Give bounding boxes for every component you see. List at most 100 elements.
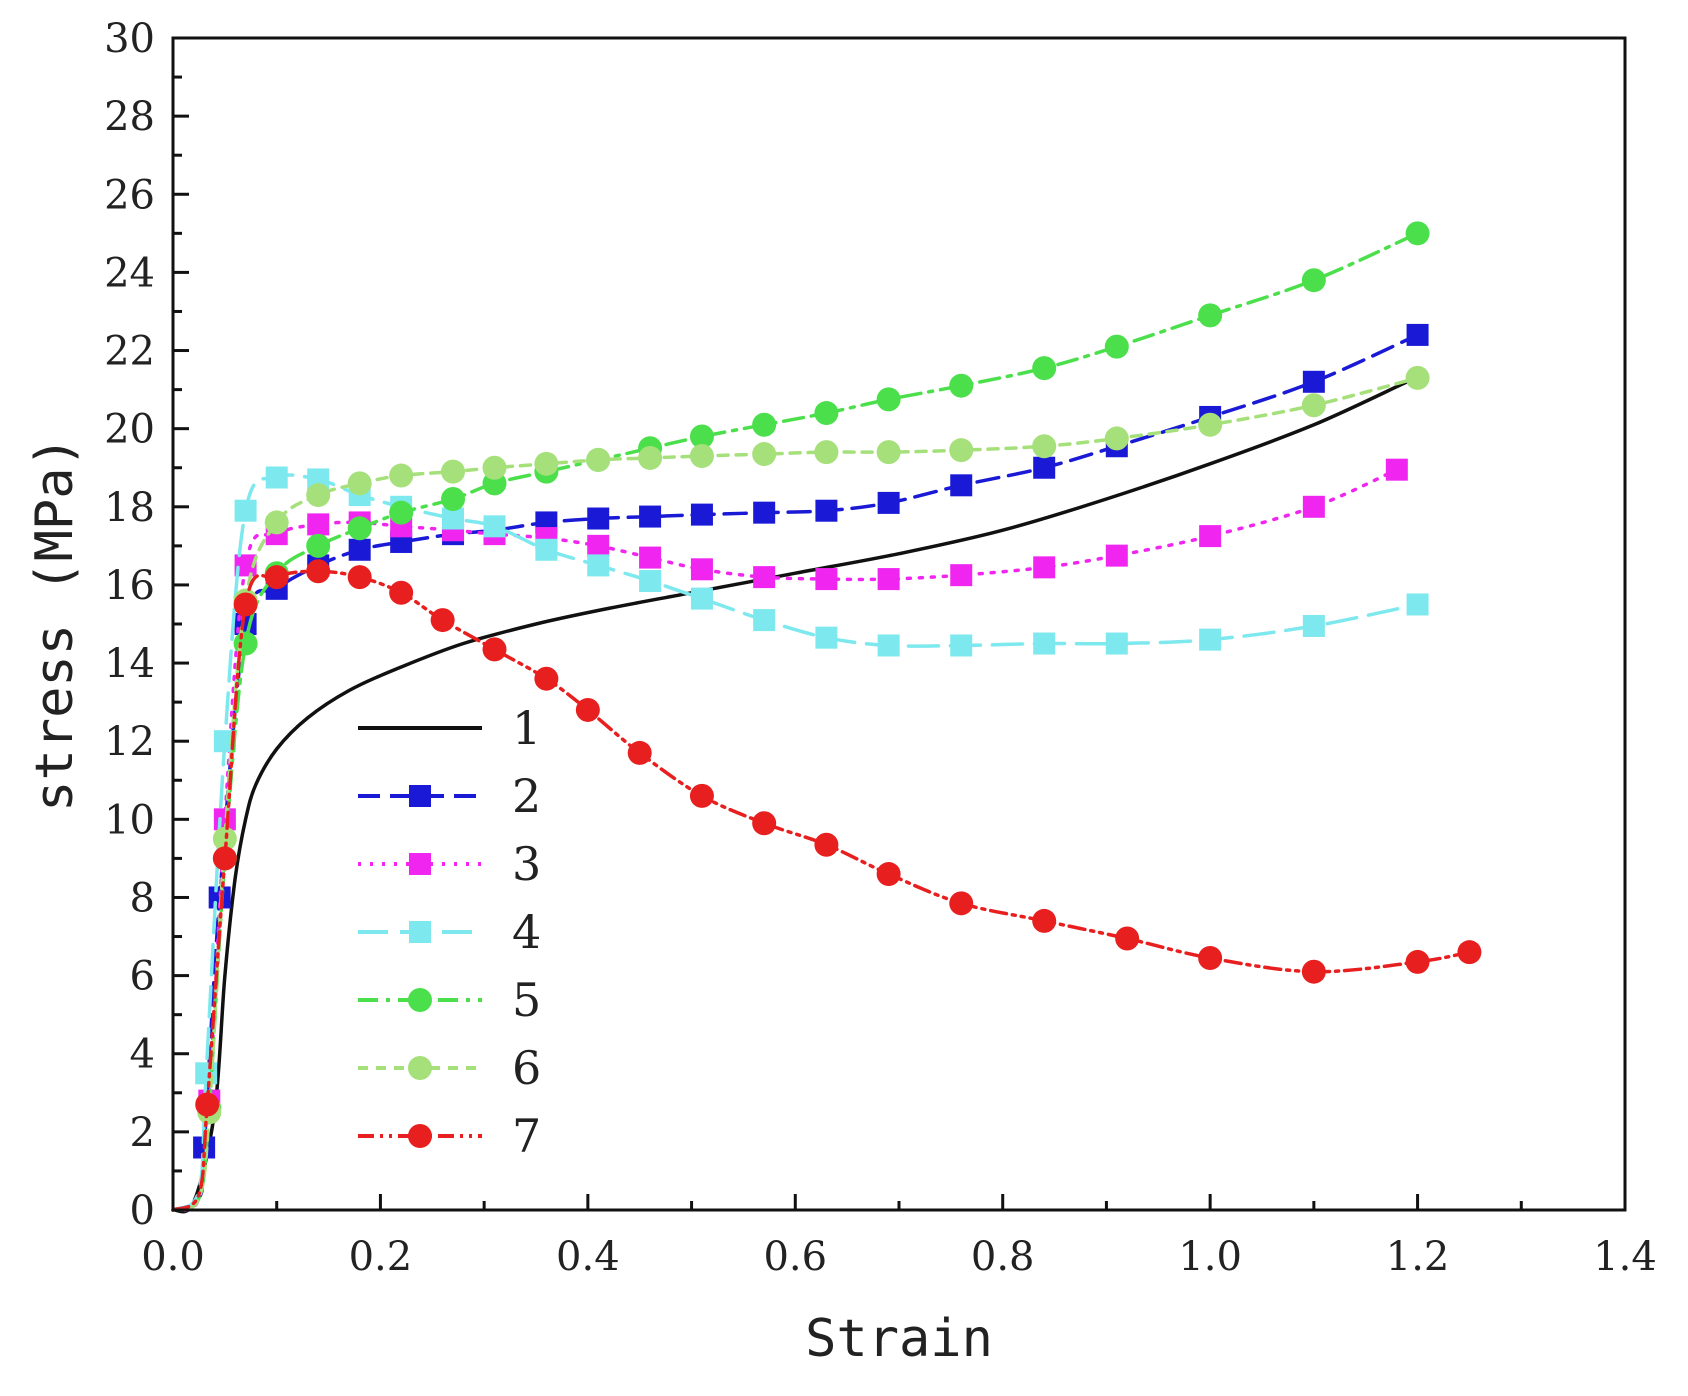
series-3-marker (1302, 495, 1325, 518)
series-5-marker (441, 486, 466, 511)
series-5-marker (1301, 268, 1326, 293)
series-6-marker (264, 510, 289, 535)
series-5-marker (347, 516, 372, 541)
series-5-marker (389, 500, 414, 525)
series-2-marker (877, 491, 900, 514)
series-6-marker (586, 447, 611, 472)
y-tick-label: 10 (104, 797, 155, 843)
series-5-marker (814, 401, 839, 426)
series-2-marker (815, 499, 838, 522)
series-7-marker (534, 666, 559, 691)
series-7-marker (1457, 940, 1482, 965)
legend-label: 3 (512, 837, 541, 891)
series-3-marker (753, 566, 776, 589)
x-tick-label: 0.8 (971, 1234, 1035, 1280)
series-7-marker (233, 592, 258, 617)
series-2-marker (950, 474, 973, 497)
series-7-marker (430, 608, 455, 633)
series-2-marker (1302, 370, 1325, 393)
series-5-marker (306, 533, 331, 558)
x-tick-label: 1.0 (1178, 1234, 1242, 1280)
y-tick-label: 22 (104, 329, 155, 375)
x-axis-ticks: 0.0 0.2 0.4 0.6 0.8 1.0 1.2 1.4 (141, 1194, 1657, 1280)
series-3-marker (587, 534, 610, 557)
y-tick-label: 30 (104, 16, 155, 62)
legend-swatch-marker (409, 853, 431, 875)
series-4-marker (753, 609, 776, 632)
series-3-marker (1199, 525, 1222, 548)
legend-item-1: 1 (358, 701, 541, 755)
series-7-marker (347, 565, 372, 590)
x-tick-label: 0.4 (556, 1234, 620, 1280)
legend-swatch-marker (408, 1124, 432, 1148)
x-tick-label: 0.6 (763, 1234, 827, 1280)
series-2-marker (348, 538, 371, 561)
series-2-marker (587, 507, 610, 530)
y-tick-label: 14 (104, 641, 155, 687)
series-4-marker (950, 634, 973, 657)
series-6-marker (638, 445, 663, 470)
series-6-marker (212, 826, 237, 851)
series-7 (171, 559, 1482, 1212)
series-3-marker (877, 568, 900, 591)
series-5-marker (1198, 303, 1223, 328)
legend-item-7: 7 (358, 1109, 541, 1163)
series-3-marker (950, 564, 973, 587)
y-tick-label: 8 (130, 875, 155, 921)
y-tick-label: 16 (104, 563, 155, 609)
series-4-marker (535, 538, 558, 561)
legend-label: 2 (512, 769, 541, 823)
legend-label: 7 (512, 1109, 541, 1163)
series-7-marker (627, 740, 652, 765)
series-4-marker (442, 507, 465, 530)
series-4-marker (1406, 593, 1429, 616)
series-6-marker (752, 442, 777, 467)
series-4-marker (265, 466, 288, 489)
x-tick-label: 0.0 (141, 1234, 205, 1280)
series-6-marker (689, 444, 714, 469)
y-tick-label: 0 (130, 1188, 155, 1234)
series-6-marker (534, 451, 559, 476)
legend-item-5: 5 (358, 973, 541, 1027)
legend-label: 1 (512, 701, 541, 755)
series-4-marker (234, 499, 257, 522)
series-7-marker (1301, 959, 1326, 984)
legend-swatch-marker (409, 785, 431, 807)
legend-item-3: 3 (358, 837, 541, 891)
series-5-marker (233, 631, 258, 656)
legend-label: 6 (512, 1041, 541, 1095)
series-7-marker (389, 580, 414, 605)
y-tick-label: 28 (104, 94, 155, 140)
legend-swatch-marker (409, 921, 431, 943)
data-series-layer (171, 221, 1482, 1214)
series-5-marker (1104, 334, 1129, 359)
x-axis-title: Strain (805, 1309, 993, 1369)
series-6-marker (441, 459, 466, 484)
y-tick-label: 6 (130, 954, 155, 1000)
series-4-marker (213, 730, 236, 753)
series-3-marker (1385, 458, 1408, 481)
series-5-marker (1032, 356, 1057, 381)
x-tick-label: 1.4 (1593, 1234, 1657, 1280)
y-axis-title: stress (MPa) (25, 436, 85, 812)
x-tick-label: 0.2 (349, 1234, 413, 1280)
legend-swatch-marker (408, 988, 432, 1012)
series-4-marker (483, 515, 506, 538)
y-tick-label: 12 (104, 719, 155, 765)
series-7-marker (264, 565, 289, 590)
legend-label: 5 (512, 973, 541, 1027)
series-5-marker (949, 373, 974, 398)
series-2-marker (753, 501, 776, 524)
y-tick-label: 18 (104, 485, 155, 531)
series-5-marker (689, 424, 714, 449)
series-7-marker (1198, 946, 1223, 971)
series-7-marker (1405, 949, 1430, 974)
series-6-marker (949, 438, 974, 463)
series-2-marker (1406, 323, 1429, 346)
series-5-marker (1405, 221, 1430, 246)
series-4-marker (877, 634, 900, 657)
series-7-marker (1115, 926, 1140, 951)
y-tick-label: 2 (130, 1110, 155, 1156)
